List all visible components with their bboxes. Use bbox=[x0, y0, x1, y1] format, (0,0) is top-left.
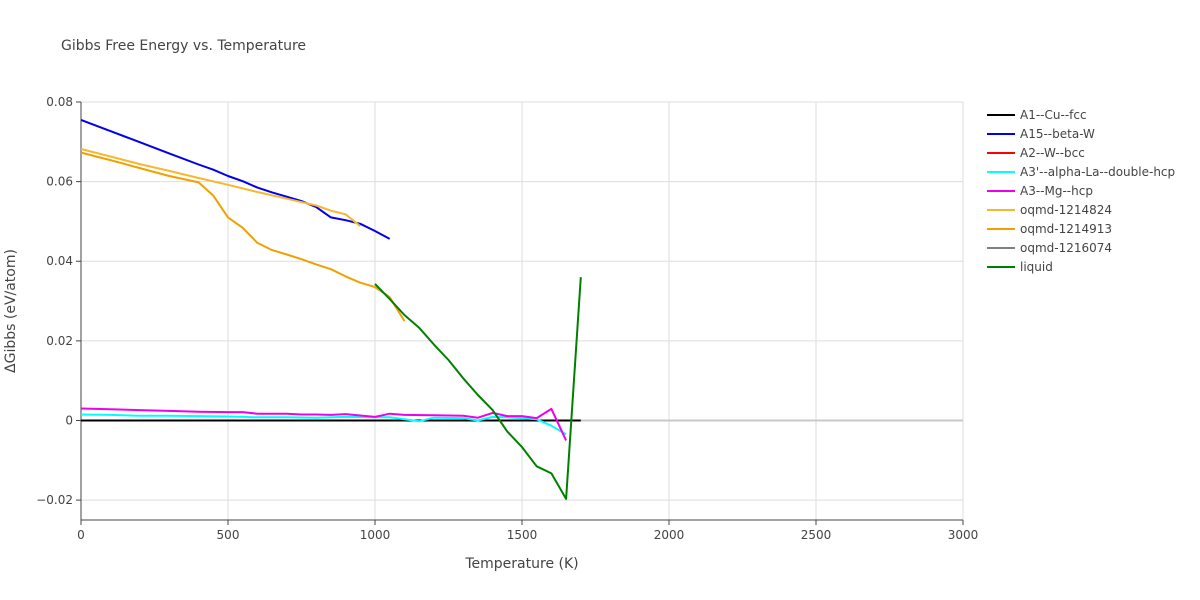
series-line-oqmd-1214913 bbox=[80, 151, 406, 322]
legend-label: liquid bbox=[1020, 260, 1053, 274]
legend-item[interactable]: A15--beta-W bbox=[987, 127, 1095, 141]
y-axis-title: ΔGibbs (eV/atom) bbox=[3, 249, 19, 373]
legend-label: A3--Mg--hcp bbox=[1020, 184, 1093, 198]
axes: 0 500 1000 1500 2000 2500 3000 −0.02 0 0.02 0.04 0.… bbox=[36, 95, 978, 542]
y-tick-label: 0.04 bbox=[46, 254, 73, 268]
legend-label: oqmd-1216074 bbox=[1020, 241, 1112, 255]
legend-item[interactable]: A1--Cu--fcc bbox=[987, 108, 1087, 122]
legend-item[interactable]: oqmd-1214913 bbox=[987, 222, 1112, 236]
grid bbox=[81, 101, 964, 520]
legend-label: oqmd-1214824 bbox=[1020, 203, 1112, 217]
legend-item[interactable]: A3--Mg--hcp bbox=[987, 184, 1093, 198]
legend-item[interactable]: liquid bbox=[987, 260, 1053, 274]
chart-title: Gibbs Free Energy vs. Temperature bbox=[61, 38, 306, 54]
y-tick-label: 0.02 bbox=[46, 334, 73, 348]
legend-item[interactable]: oqmd-1216074 bbox=[987, 241, 1112, 255]
y-tick-label: −0.02 bbox=[36, 493, 73, 507]
y-tick-label: 0.08 bbox=[46, 95, 73, 109]
legend-item[interactable]: A3'--alpha-La--double-hcp bbox=[987, 165, 1175, 179]
legend-label: A15--beta-W bbox=[1020, 127, 1095, 141]
x-tick-label: 2500 bbox=[801, 528, 832, 542]
legend[interactable]: A1--Cu--fcc A15--beta-W A2--W--bcc A3'--alp… bbox=[987, 108, 1175, 274]
series-layer bbox=[80, 118, 582, 500]
x-tick-label: 0 bbox=[77, 528, 85, 542]
series-line-oqmd-1214824 bbox=[80, 148, 361, 227]
y-tick-label: 0 bbox=[65, 413, 73, 427]
series-line-a3-mg-hcp bbox=[80, 407, 568, 441]
x-tick-label: 1500 bbox=[507, 528, 538, 542]
x-tick-label: 2000 bbox=[654, 528, 685, 542]
x-tick-label: 500 bbox=[217, 528, 240, 542]
legend-label: A1--Cu--fcc bbox=[1020, 108, 1087, 122]
y-tick-label: 0.06 bbox=[46, 175, 73, 189]
x-tick-label: 3000 bbox=[948, 528, 979, 542]
legend-label: oqmd-1214913 bbox=[1020, 222, 1112, 236]
legend-item[interactable]: A2--W--bcc bbox=[987, 146, 1085, 160]
series-line-a15-beta-w bbox=[80, 118, 391, 240]
series-line-a3-alpha-la-double-hcp bbox=[80, 413, 567, 436]
legend-item[interactable]: oqmd-1214824 bbox=[987, 203, 1112, 217]
legend-label: A2--W--bcc bbox=[1020, 146, 1085, 160]
legend-label: A3'--alpha-La--double-hcp bbox=[1020, 165, 1175, 179]
x-tick-label: 1000 bbox=[360, 528, 391, 542]
x-axis-title: Temperature (K) bbox=[464, 556, 578, 572]
series-line-liquid bbox=[374, 277, 582, 500]
